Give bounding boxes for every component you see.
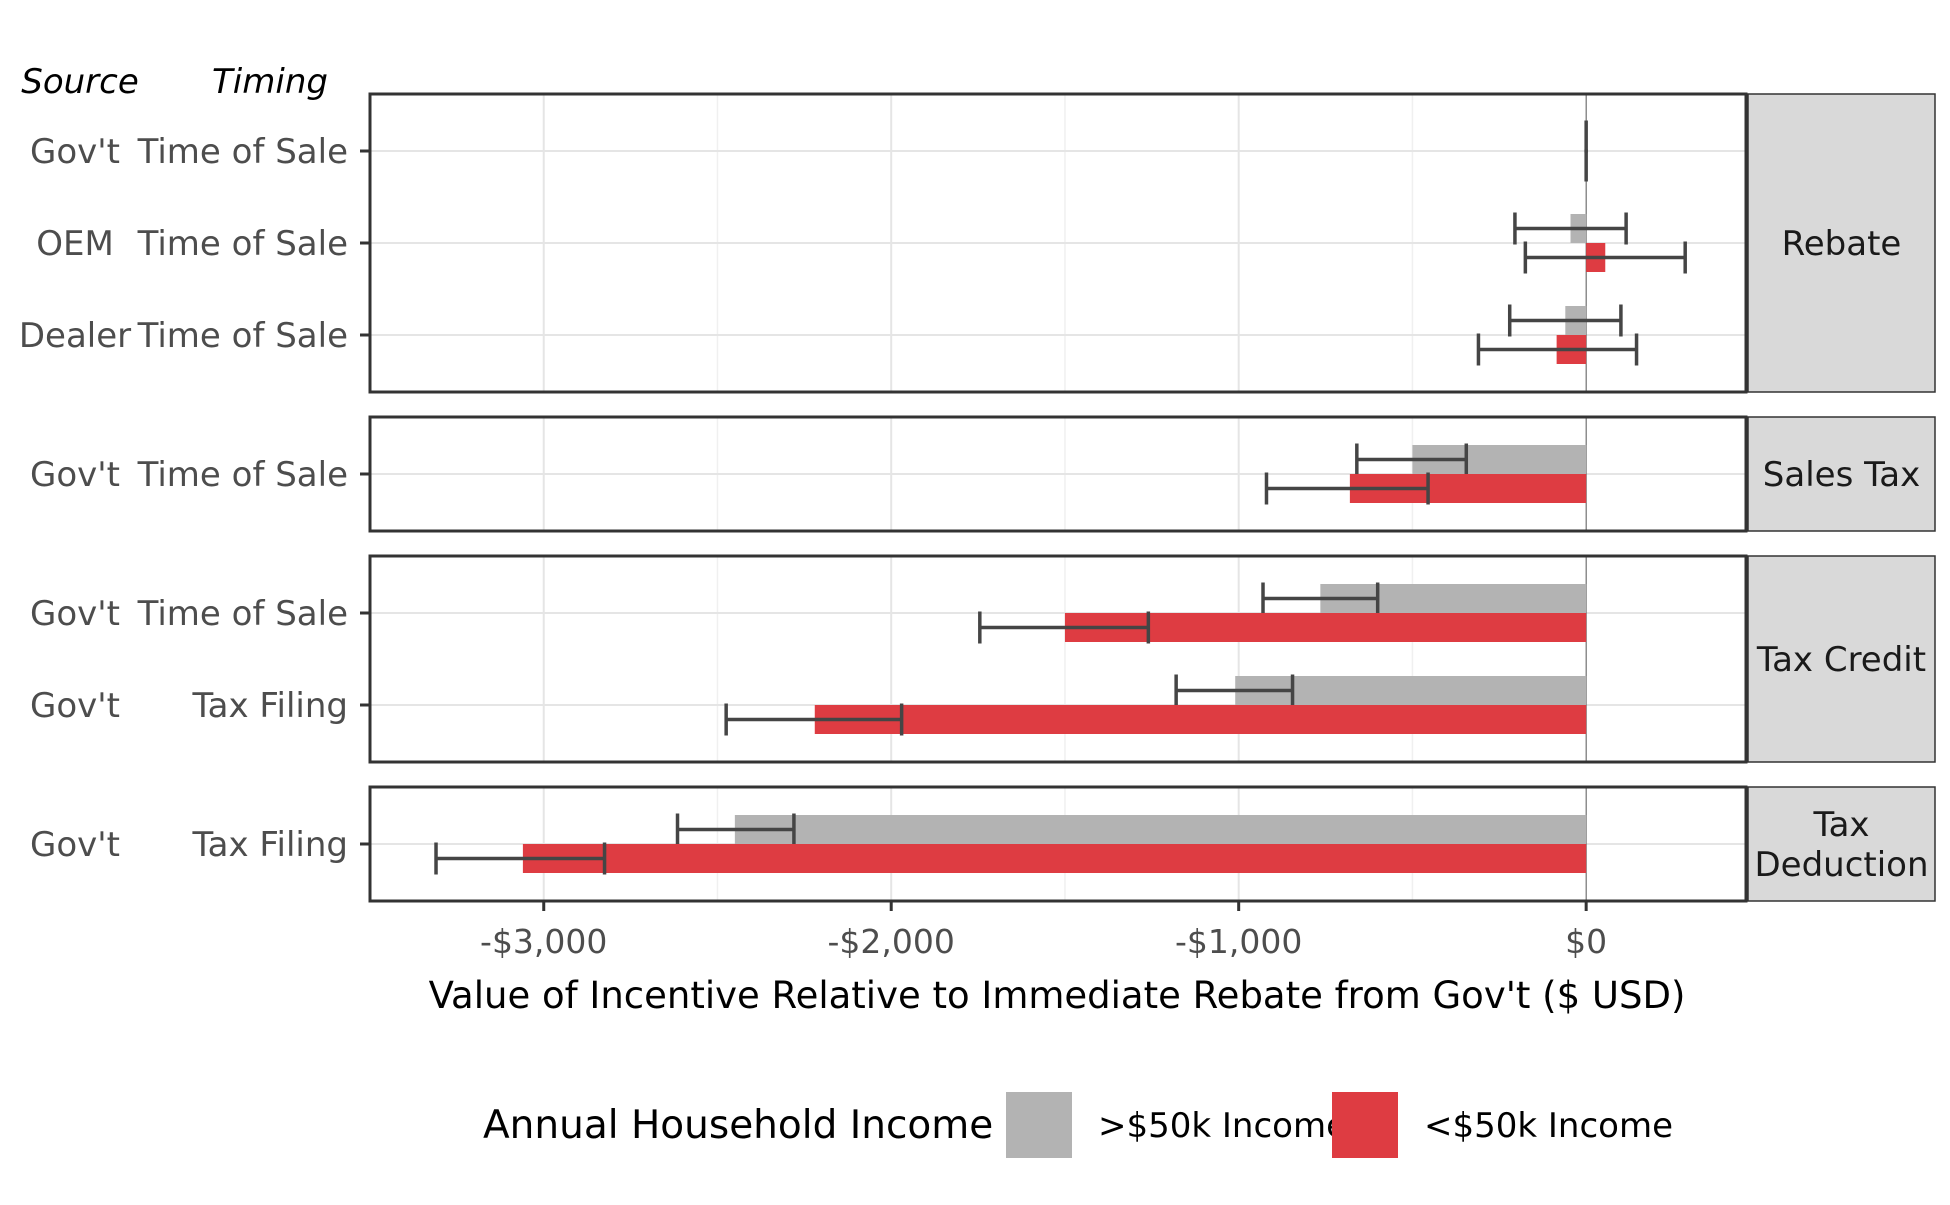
row-gov-t-time-of-sale: Gov't Time of Sale xyxy=(30,582,1587,644)
error-bar xyxy=(1523,241,1687,274)
panel-strip xyxy=(1747,786,1936,902)
error-bar xyxy=(978,611,1151,644)
row-gov-t-tax-filing: Gov't Tax Filing xyxy=(30,813,1587,875)
panel-border xyxy=(368,92,1748,394)
row-dealer-time-of-sale: Dealer Time of Sale xyxy=(19,304,1639,366)
row-timing-label: Time of Sale xyxy=(137,594,348,634)
error-bar xyxy=(1264,472,1430,505)
row-source-label: OEM xyxy=(36,224,114,264)
panel-border xyxy=(368,785,1748,903)
legend-title: Annual Household Income xyxy=(483,1103,993,1148)
panel-border xyxy=(368,415,1748,533)
row-gov-t-tax-filing: Gov't Tax Filing xyxy=(30,674,1587,736)
row-timing-label: Tax Filing xyxy=(192,686,348,726)
row-source-label: Gov't xyxy=(30,455,120,495)
x-tick-label: -$2,000 xyxy=(828,922,955,961)
x-tick-label: -$1,000 xyxy=(1175,922,1302,961)
panel-strip-label: Tax xyxy=(1812,805,1869,845)
error-bar xyxy=(724,703,904,736)
bar-low-income xyxy=(814,705,1587,734)
row-gov-t-time-of-sale: Gov't Time of Sale xyxy=(30,443,1587,505)
panel-border xyxy=(368,554,1748,764)
row-oem-time-of-sale: OEM Time of Sale xyxy=(36,212,1687,274)
panel-strip xyxy=(1747,93,1936,393)
panel-strip-label: Deduction xyxy=(1754,845,1928,885)
row-timing-label: Time of Sale xyxy=(137,132,348,172)
error-bar xyxy=(434,842,607,875)
error-bar xyxy=(1261,582,1380,615)
panel-strip-label: Rebate xyxy=(1782,224,1902,264)
row-gov-t-time-of-sale: Gov't Time of Sale xyxy=(30,120,1588,182)
error-bar xyxy=(1355,443,1469,476)
legend-label: <$50k Income xyxy=(1424,1106,1673,1146)
legend: Annual Household Income >$50k Income <$50k… xyxy=(483,1092,1673,1158)
error-bar xyxy=(1174,674,1295,707)
panel-sales-tax: Gov't Time of Sale Sales Tax xyxy=(30,415,1936,533)
panel-strip xyxy=(1747,416,1936,532)
row-source-label: Gov't xyxy=(30,132,120,172)
row-timing-label: Time of Sale xyxy=(137,455,348,495)
error-bar xyxy=(675,813,796,846)
panel-strip-label: Tax Credit xyxy=(1756,640,1926,680)
panel-strip xyxy=(1747,555,1936,763)
error-bar xyxy=(1476,333,1639,366)
x-tick-label: -$3,000 xyxy=(480,922,607,961)
row-source-label: Dealer xyxy=(19,316,131,356)
bar-low-income xyxy=(522,844,1587,873)
bar-low-income xyxy=(1064,613,1587,642)
panel-strip-label: Sales Tax xyxy=(1763,455,1920,495)
row-timing-label: Time of Sale xyxy=(137,316,348,356)
legend-key xyxy=(1006,1092,1072,1158)
x-axis-title: Value of Incentive Relative to Immediate… xyxy=(429,974,1686,1017)
x-axis: -$3,000 -$2,000 -$1,000 $0 xyxy=(480,901,1607,961)
panel-tax-credit: Gov't Time of Sale Gov't Tax Filing Tax Cred… xyxy=(30,554,1936,764)
source-column-header: Source xyxy=(21,62,139,102)
row-timing-label: Time of Sale xyxy=(137,224,348,264)
timing-column-header: Timing xyxy=(212,62,328,102)
error-bar xyxy=(1507,304,1623,337)
row-source-label: Gov't xyxy=(30,594,120,634)
bar-high-income xyxy=(734,815,1587,844)
legend-key xyxy=(1332,1092,1398,1158)
row-source-label: Gov't xyxy=(30,825,120,865)
legend-label: >$50k Income xyxy=(1098,1106,1347,1146)
x-tick-label: $0 xyxy=(1565,922,1607,961)
row-source-label: Gov't xyxy=(30,686,120,726)
error-bar xyxy=(1513,212,1628,245)
row-timing-label: Tax Filing xyxy=(192,825,348,865)
